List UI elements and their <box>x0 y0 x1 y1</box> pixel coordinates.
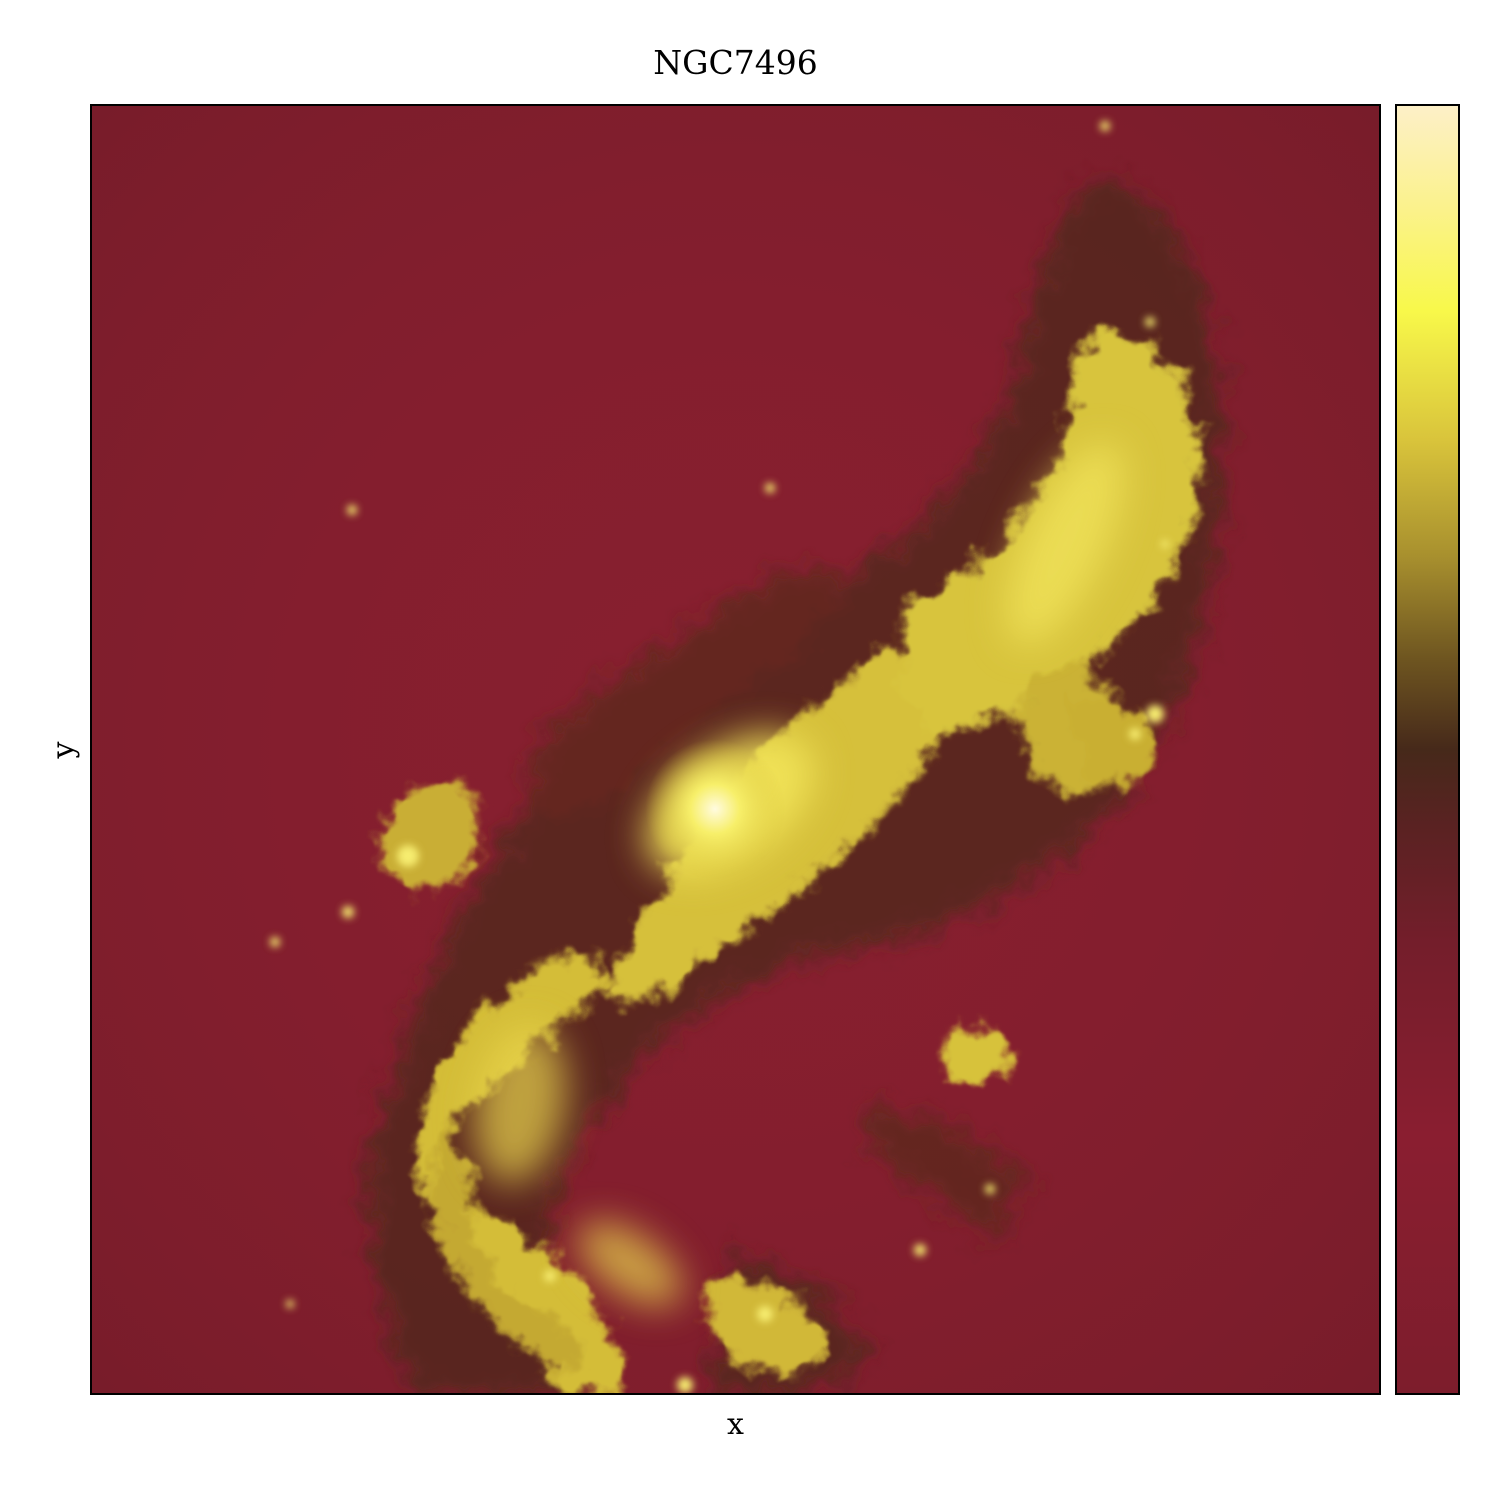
colorbar-gradient <box>1395 104 1460 1395</box>
compact-knots <box>270 121 1169 1393</box>
colorbar-svg <box>1395 104 1460 1395</box>
spiral-arms <box>380 332 1201 1395</box>
axes-frame <box>90 104 1381 1395</box>
x-axis-label: x <box>727 1407 744 1442</box>
y-axis-label: y <box>46 741 81 759</box>
heatmap-svg <box>90 104 1381 1395</box>
colorbar <box>1395 104 1460 1395</box>
galaxy-core <box>645 739 785 879</box>
heatmap-image <box>90 104 1381 1395</box>
chart-title: NGC7496 <box>653 43 818 82</box>
